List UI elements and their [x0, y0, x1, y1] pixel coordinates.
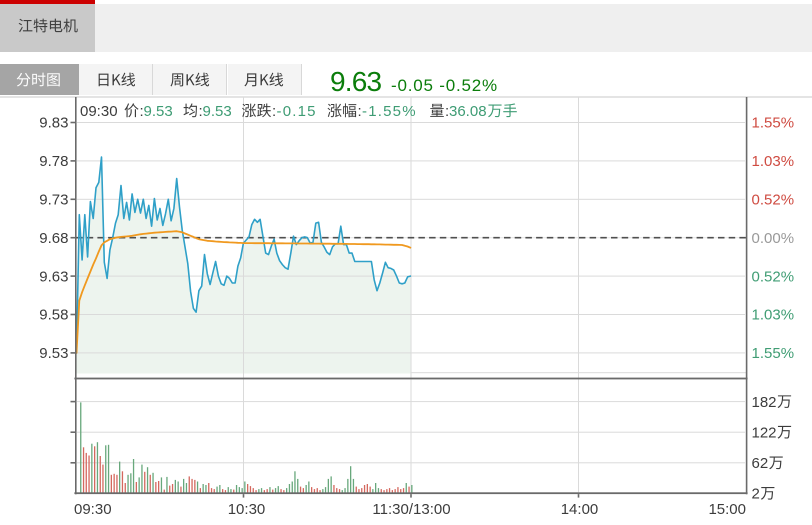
svg-text:9.73: 9.73 [39, 192, 68, 209]
svg-text:9.53: 9.53 [203, 103, 232, 120]
svg-text:09:30: 09:30 [74, 501, 112, 518]
svg-text:9.83: 9.83 [39, 115, 68, 132]
svg-text:9.78: 9.78 [39, 153, 68, 170]
svg-text:36.08: 36.08 [449, 103, 487, 120]
svg-text::: : [445, 103, 449, 120]
svg-text::: : [272, 103, 276, 120]
svg-text:9.63: 9.63 [39, 268, 68, 285]
svg-text:1.55%: 1.55% [752, 345, 795, 362]
svg-text:15:00: 15:00 [708, 501, 746, 518]
svg-text:0.00%: 0.00% [752, 230, 795, 247]
svg-text:1.55%: 1.55% [752, 115, 795, 132]
svg-text:0.52%: 0.52% [752, 192, 795, 209]
svg-text:62: 62 [752, 455, 769, 472]
svg-text:9.58: 9.58 [39, 307, 68, 324]
svg-text:9.53: 9.53 [144, 103, 173, 120]
svg-text::: : [358, 103, 362, 120]
svg-text:1.03%: 1.03% [752, 307, 795, 324]
svg-text:1.03%: 1.03% [752, 153, 795, 170]
svg-text::: : [140, 103, 144, 120]
svg-text:-1.55%: -1.55% [362, 103, 417, 120]
svg-text:182: 182 [752, 394, 777, 411]
svg-text:10:30: 10:30 [228, 501, 266, 518]
svg-text::: : [199, 103, 203, 120]
svg-text:9.53: 9.53 [39, 345, 68, 362]
svg-text:0.52%: 0.52% [752, 268, 795, 285]
svg-text:14:00: 14:00 [561, 501, 599, 518]
svg-text:11:30/13:00: 11:30/13:00 [372, 501, 450, 518]
svg-text:9.68: 9.68 [39, 230, 68, 247]
svg-text:2: 2 [752, 486, 760, 503]
svg-text:09:30: 09:30 [80, 103, 118, 120]
svg-text:122: 122 [752, 424, 777, 441]
svg-text:-0.15: -0.15 [277, 103, 317, 120]
